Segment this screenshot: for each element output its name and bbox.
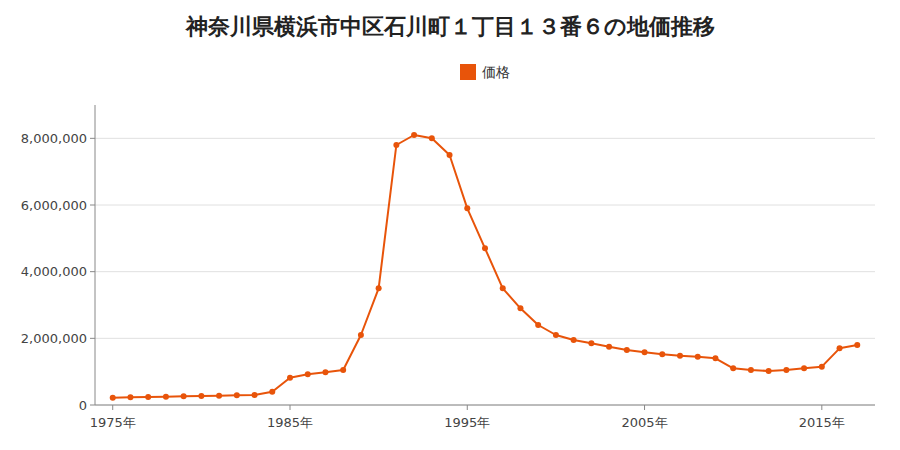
series-marker (163, 394, 169, 400)
series-marker (447, 152, 453, 158)
series-marker (571, 337, 577, 343)
series-marker (624, 347, 630, 353)
series-marker (854, 342, 860, 348)
y-tick-label: 8,000,000 (21, 131, 87, 146)
series-marker (127, 394, 133, 400)
series-line (113, 135, 858, 398)
grid-line (95, 205, 875, 206)
series-marker (482, 245, 488, 251)
grid-line (95, 338, 875, 339)
y-tick (90, 205, 95, 206)
series-marker (216, 393, 222, 399)
x-tick (821, 405, 822, 410)
legend-label: 価格 (482, 64, 510, 80)
y-tick-label: 2,000,000 (21, 331, 87, 346)
title: 神奈川県横浜市中区石川町１丁目１３番６の地価推移 (185, 14, 715, 39)
x-tick-label: 1975年 (90, 415, 136, 430)
x-tick-label: 1995年 (444, 415, 490, 430)
series-marker (340, 367, 346, 373)
series-marker (234, 392, 240, 398)
series-marker (535, 322, 541, 328)
plot-data (110, 132, 861, 401)
y-tick (90, 405, 95, 406)
series-marker (181, 393, 187, 399)
y-tick (90, 271, 95, 272)
series-marker (819, 364, 825, 370)
y-tick (90, 338, 95, 339)
series-marker (322, 369, 328, 375)
y-tick (90, 138, 95, 139)
series-marker (766, 368, 772, 374)
y-tick-label: 6,000,000 (21, 198, 87, 213)
legend: 価格 (460, 64, 510, 80)
series-marker (358, 332, 364, 338)
x-tick-label: 2015年 (799, 415, 845, 430)
series-marker (712, 355, 718, 361)
series-marker (376, 285, 382, 291)
series-marker (393, 142, 399, 148)
x-tick (644, 405, 645, 410)
series-marker (429, 135, 435, 141)
series-marker (287, 375, 293, 381)
series-marker (500, 285, 506, 291)
x-tick (467, 405, 468, 410)
series-marker (553, 332, 559, 338)
series-marker (411, 132, 417, 138)
chart-svg: 神奈川県横浜市中区石川町１丁目１３番６の地価推移 0 2,000,000 4,000,… (0, 0, 900, 450)
x-axis-line (95, 405, 875, 406)
series-marker (588, 340, 594, 346)
series-marker (748, 367, 754, 373)
x-tick (112, 405, 113, 410)
x-tick-label: 1985年 (267, 415, 313, 430)
series-marker (783, 367, 789, 373)
series-marker (677, 353, 683, 359)
y-axis: 0 2,000,000 4,000,000 6,000,000 8,000,000 (21, 131, 875, 413)
x-tick (290, 405, 291, 410)
series-marker (269, 389, 275, 395)
series-marker (464, 205, 470, 211)
x-tick-label: 2005年 (621, 415, 667, 430)
series-marker (517, 305, 523, 311)
series-marker (252, 392, 258, 398)
grid-line (95, 271, 875, 272)
series-marker (659, 351, 665, 357)
legend-item: 価格 (460, 64, 510, 80)
series-marker (198, 393, 204, 399)
series-marker (110, 395, 116, 401)
series-marker (837, 345, 843, 351)
series-marker (305, 371, 311, 377)
y-tick-label: 0 (79, 398, 87, 413)
y-axis-line (95, 105, 96, 405)
legend-swatch (460, 64, 476, 80)
y-tick-label: 4,000,000 (21, 264, 87, 279)
series-marker (145, 394, 151, 400)
grid-line (95, 405, 875, 406)
series-marker (695, 354, 701, 360)
chart-container: 神奈川県横浜市中区石川町１丁目１３番６の地価推移 0 2,000,000 4,000,… (0, 0, 900, 450)
series-marker (606, 344, 612, 350)
series-marker (730, 365, 736, 371)
grid-line (95, 138, 875, 139)
x-axis: 1975年 1985年 1995年 2005年 2015年 (90, 405, 845, 430)
series-marker (801, 365, 807, 371)
series-marker (642, 349, 648, 355)
